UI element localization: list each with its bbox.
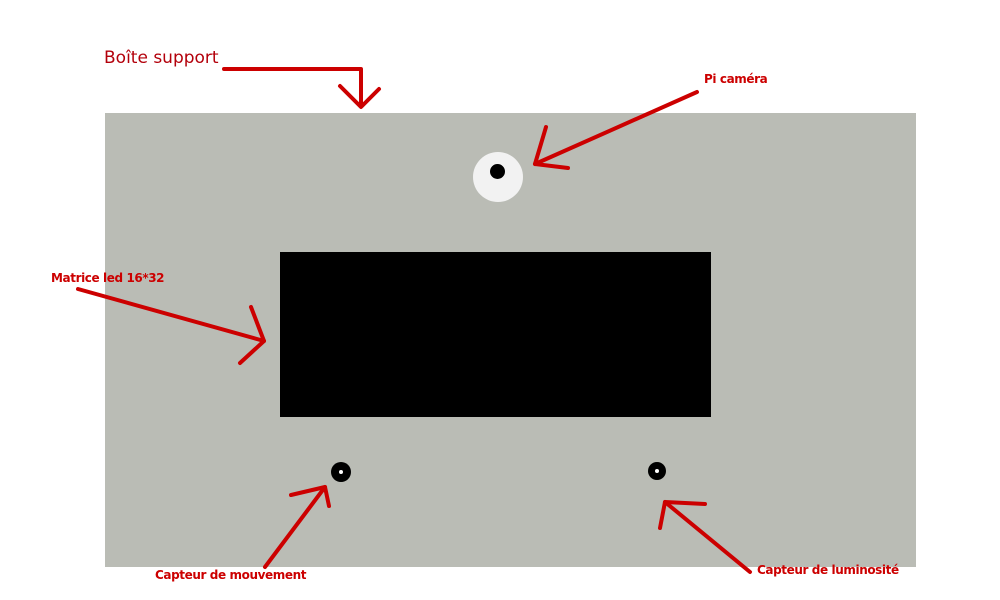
light-sensor-center [655,469,659,473]
label-motion-sensor: Capteur de mouvement [155,568,307,582]
light-sensor [648,462,666,480]
arrowhead-support-box [338,84,381,109]
label-pi-camera: Pi caméra [704,72,768,86]
motion-sensor-center [339,470,343,474]
motion-sensor [331,462,351,482]
pi-camera [473,152,523,202]
camera-lens [490,164,505,179]
label-led-matrix: Matrice led 16*32 [51,271,165,285]
label-support-box: Boîte support [104,48,219,68]
led-matrix [280,252,711,417]
arrow-support-box [222,67,363,108]
label-light-sensor: Capteur de luminosité [757,563,899,577]
